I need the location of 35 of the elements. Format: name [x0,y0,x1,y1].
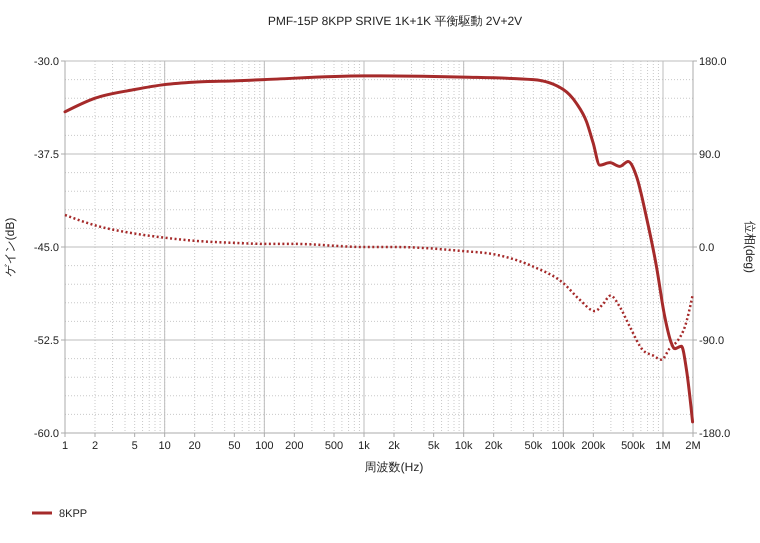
chart-title: PMF-15P 8KPP SRIVE 1K+1K 平衡駆動 2V+2V [268,14,522,28]
y-tick-label: -60.0 [34,428,59,440]
x-tick-label: 50k [524,440,543,452]
x-tick-label: 200 [285,440,304,452]
x-tick-label: 10 [158,440,171,452]
y2-tick-label: -180.0 [699,428,730,440]
x-tick-label: 100 [255,440,274,452]
legend-label: 8KPP [59,508,88,520]
x-axis-title: 周波数(Hz) [364,460,424,474]
y2-tick-label: 0.0 [699,242,714,254]
x-tick-label: 2 [92,440,98,452]
x-tick-label: 2k [388,440,400,452]
y-axis-title: ゲイン(dB) [3,218,17,276]
x-tick-label: 200k [581,440,606,452]
x-tick-label: 5k [428,440,440,452]
x-tick-label: 10k [454,440,474,452]
y-tick-label: -30.0 [34,56,59,68]
x-tick-label: 1M [655,440,671,452]
x-tick-label: 100k [551,440,576,452]
y2-tick-label: -90.0 [699,335,724,347]
x-tick-label: 500 [324,440,344,452]
x-tick-label: 2M [685,440,701,452]
y-tick-label: -37.5 [34,149,59,161]
y2-tick-label: 180.0 [699,56,727,68]
x-tick-label: 5 [132,440,138,452]
x-tick-label: 20 [188,440,201,452]
x-tick-label: 500k [621,440,646,452]
x-tick-label: 50 [228,440,240,452]
y2-tick-label: 90.0 [699,149,720,161]
y-tick-label: -45.0 [34,242,59,254]
x-tick-label: 20k [484,440,504,452]
x-tick-label: 1 [62,440,68,452]
y-tick-label: -52.5 [34,335,59,347]
y2-axis-title: 位相(deg) [743,220,757,274]
x-tick-label: 1k [358,440,370,452]
